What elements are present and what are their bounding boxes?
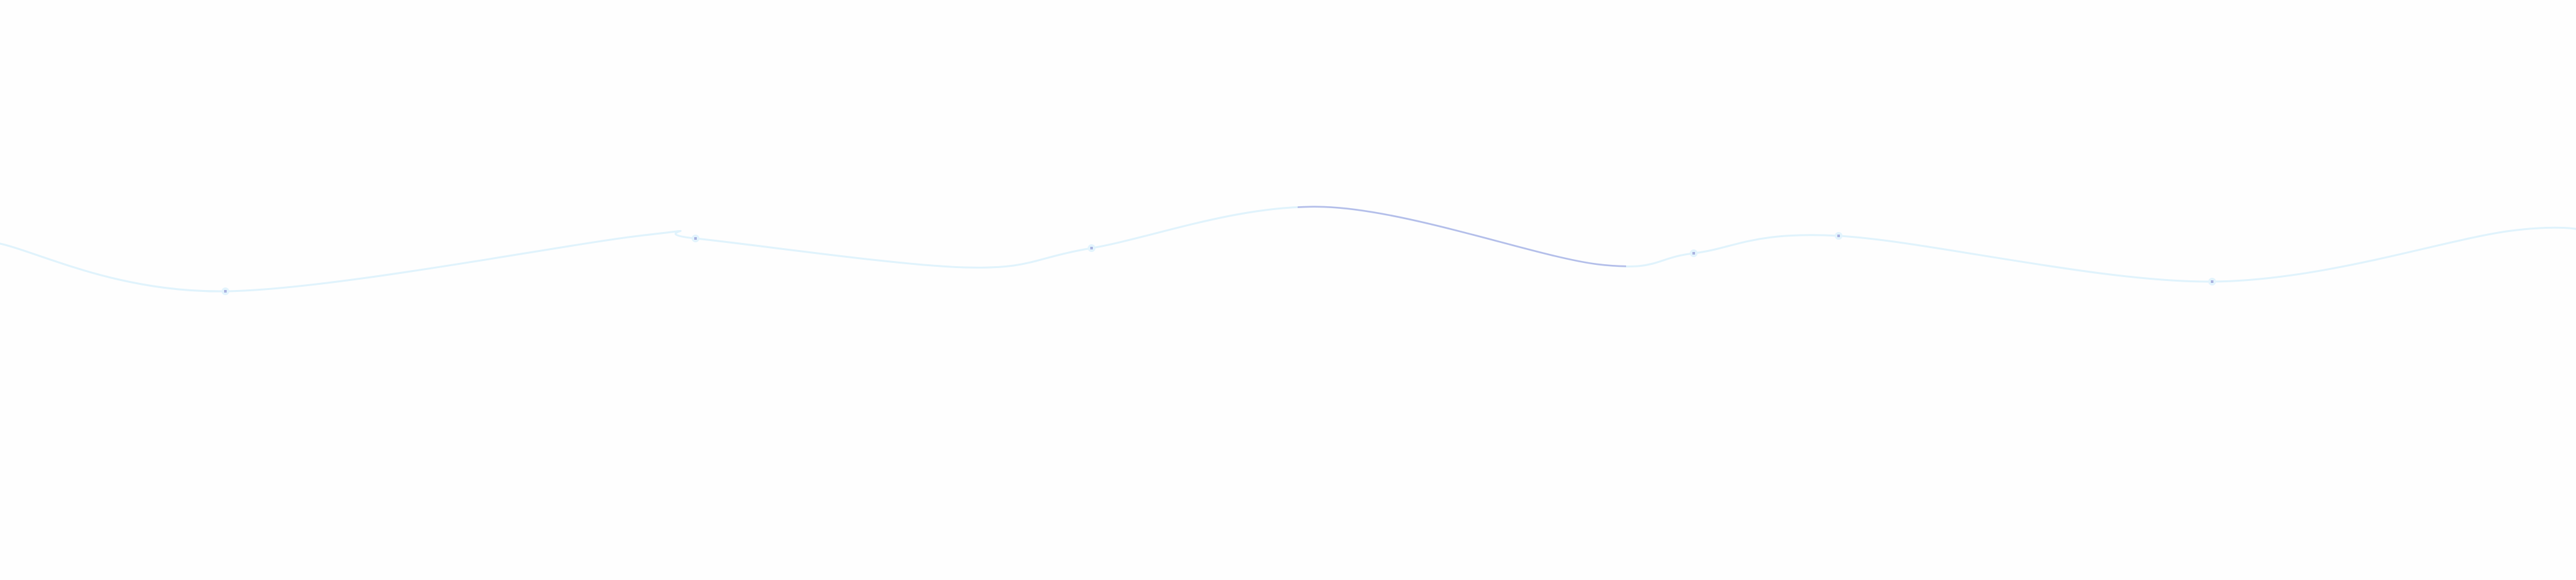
wave-markers (222, 232, 2216, 295)
wave-marker (224, 290, 227, 293)
wave-highlight-segment (1298, 206, 1626, 267)
wave-marker (1837, 235, 1840, 237)
wave-marker (2211, 280, 2213, 283)
wave-marker (1692, 252, 1695, 255)
wave-marker (694, 237, 697, 240)
wave-line (0, 206, 2576, 293)
wave-marker (1090, 247, 1093, 249)
